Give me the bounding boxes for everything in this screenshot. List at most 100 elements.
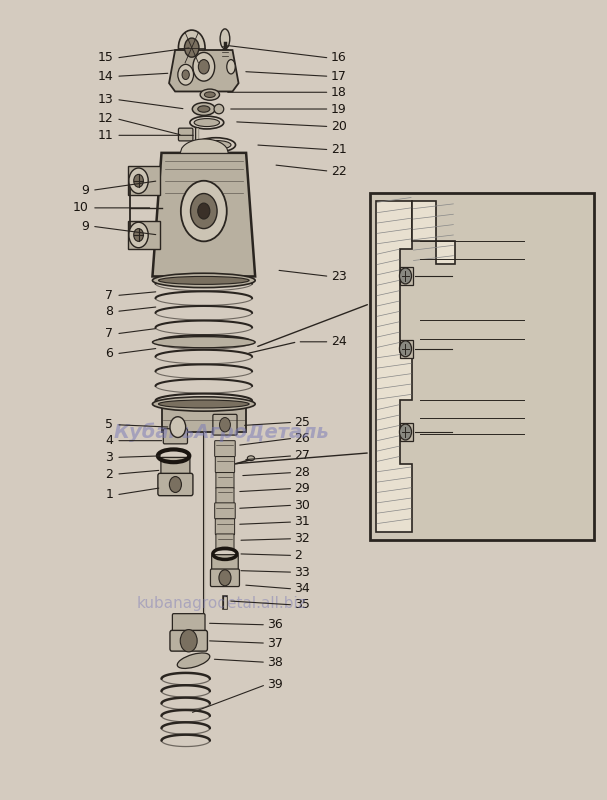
Text: 24(8*): 24(8*)	[527, 334, 563, 344]
FancyBboxPatch shape	[211, 569, 239, 586]
Text: 34: 34	[294, 582, 310, 595]
Text: 39: 39	[267, 678, 283, 691]
FancyBboxPatch shape	[216, 534, 234, 550]
Ellipse shape	[198, 106, 210, 112]
Polygon shape	[412, 201, 455, 265]
Text: 25: 25	[294, 416, 310, 429]
Circle shape	[134, 229, 143, 242]
Text: 6: 6	[527, 430, 534, 439]
Ellipse shape	[177, 653, 210, 669]
Text: 9: 9	[81, 220, 89, 233]
Text: 21: 21	[331, 143, 347, 156]
Text: 19: 19	[331, 102, 347, 115]
Text: 7: 7	[527, 315, 534, 326]
Ellipse shape	[158, 277, 249, 285]
FancyBboxPatch shape	[212, 554, 238, 570]
Text: 20: 20	[331, 120, 347, 133]
Polygon shape	[128, 221, 160, 250]
FancyBboxPatch shape	[216, 488, 234, 504]
Text: 24(24*): 24(24*)	[527, 413, 570, 422]
Text: 9: 9	[81, 184, 89, 197]
Text: 11: 11	[97, 129, 113, 142]
Text: 35: 35	[294, 598, 310, 611]
FancyBboxPatch shape	[178, 128, 193, 141]
Text: 8(8*): 8(8*)	[527, 254, 555, 264]
Circle shape	[178, 30, 205, 65]
Text: 24: 24	[331, 335, 347, 348]
Ellipse shape	[152, 397, 255, 411]
Circle shape	[191, 194, 217, 229]
Circle shape	[193, 53, 215, 81]
Text: 27: 27	[294, 450, 310, 462]
Text: kubanagrodetal.all.biz: kubanagrodetal.all.biz	[137, 596, 307, 610]
Circle shape	[219, 570, 231, 586]
Polygon shape	[128, 166, 160, 195]
Text: 3: 3	[105, 451, 113, 464]
Text: 5: 5	[105, 418, 113, 431]
Ellipse shape	[205, 92, 215, 98]
Ellipse shape	[247, 456, 254, 461]
Text: 10: 10	[73, 202, 89, 214]
Text: 2: 2	[105, 468, 113, 481]
Text: 17: 17	[331, 70, 347, 83]
Bar	[370, 193, 594, 539]
FancyBboxPatch shape	[172, 614, 205, 633]
Text: 28: 28	[294, 466, 310, 479]
Circle shape	[129, 168, 148, 194]
Ellipse shape	[152, 337, 255, 348]
FancyBboxPatch shape	[216, 473, 234, 489]
Text: 15: 15	[97, 51, 113, 65]
Text: 14: 14	[97, 70, 113, 83]
Circle shape	[170, 417, 186, 438]
Text: 6: 6	[527, 395, 534, 405]
FancyBboxPatch shape	[215, 441, 236, 457]
Ellipse shape	[194, 118, 220, 126]
Ellipse shape	[158, 400, 249, 408]
Text: 30: 30	[294, 498, 310, 512]
FancyBboxPatch shape	[170, 630, 208, 651]
Text: 2: 2	[294, 549, 302, 562]
Circle shape	[178, 64, 194, 85]
Circle shape	[129, 222, 148, 248]
Text: 32: 32	[294, 532, 310, 546]
Text: 7: 7	[105, 327, 113, 340]
Text: 36: 36	[267, 618, 283, 631]
Polygon shape	[152, 153, 255, 277]
Text: 37: 37	[267, 637, 283, 650]
Text: 6: 6	[105, 347, 113, 360]
FancyBboxPatch shape	[161, 458, 190, 475]
Circle shape	[399, 424, 412, 440]
Circle shape	[185, 38, 199, 57]
Ellipse shape	[227, 59, 236, 74]
Text: 12: 12	[97, 112, 113, 125]
Bar	[400, 423, 413, 441]
Polygon shape	[376, 201, 412, 531]
Text: 7: 7	[527, 235, 534, 246]
Circle shape	[220, 418, 231, 432]
Text: 13: 13	[97, 93, 113, 106]
Ellipse shape	[201, 141, 231, 150]
Text: КубаньАгроДеталь: КубаньАгроДеталь	[114, 422, 330, 442]
Text: 33: 33	[294, 566, 310, 578]
Circle shape	[134, 174, 143, 187]
Text: 8: 8	[105, 305, 113, 318]
Ellipse shape	[214, 104, 224, 114]
Text: 38: 38	[267, 656, 283, 669]
Circle shape	[198, 203, 210, 219]
FancyBboxPatch shape	[213, 414, 237, 435]
Ellipse shape	[220, 29, 230, 49]
Circle shape	[180, 630, 197, 652]
Circle shape	[181, 181, 227, 242]
Circle shape	[182, 70, 189, 79]
Circle shape	[399, 341, 412, 357]
Text: 18: 18	[331, 86, 347, 98]
FancyBboxPatch shape	[215, 518, 235, 534]
FancyBboxPatch shape	[163, 429, 188, 444]
Bar	[161, 404, 246, 432]
Ellipse shape	[192, 102, 215, 115]
Text: 26: 26	[294, 432, 310, 445]
Text: 23: 23	[331, 270, 347, 283]
Circle shape	[169, 477, 181, 493]
Circle shape	[198, 59, 209, 74]
FancyBboxPatch shape	[215, 457, 235, 473]
